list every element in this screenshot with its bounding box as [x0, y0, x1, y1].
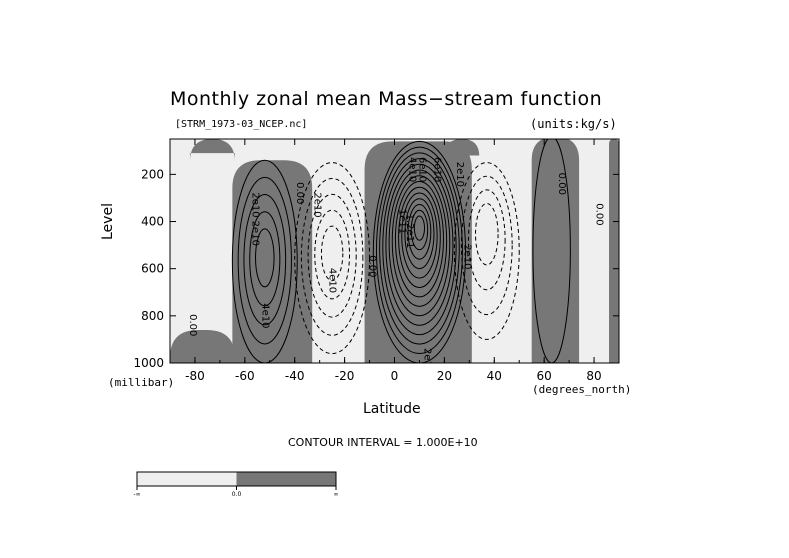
x-axis-label: Latitude [363, 401, 421, 417]
contour-label: 0.00 [594, 203, 605, 225]
contour-label: 6e10 [431, 157, 442, 182]
contour-label: 1e11 [396, 209, 407, 234]
y-tick-label: 600 [141, 262, 164, 276]
contour-line-cell-3 [475, 202, 499, 266]
contour-label: 4e10 [406, 157, 417, 182]
x-tick-label: 0 [391, 369, 399, 383]
x-tick-label: -80 [185, 369, 205, 383]
contour-line-cell-2 [398, 186, 441, 288]
contour-label: 2e10 [312, 192, 323, 217]
x-tick-label: 60 [537, 369, 552, 383]
colorbar-label: -∞ [133, 491, 140, 498]
contour-line-cell-0 [249, 211, 281, 307]
colorbar-negative-swatch [137, 472, 237, 486]
contour-label: 2e10 [461, 244, 472, 269]
contour-line-cell-1 [314, 209, 351, 300]
y-tick-label: 800 [141, 309, 164, 323]
contour-label: 2e10 [421, 348, 432, 373]
contour-label: 6e10 [416, 157, 427, 182]
colorbar: -∞ 0.0 ∞ [133, 471, 339, 498]
positive-region-south-top [189, 139, 235, 162]
contour-label: 0.00 [187, 314, 198, 336]
contour-line-cell-1 [307, 193, 357, 318]
contour-line-cell-0 [231, 159, 298, 363]
contour-line-cell-1 [300, 177, 364, 336]
contour-label: 2e10 [454, 162, 465, 187]
colorbar-label: 0.0 [232, 491, 242, 498]
positive-region-4 [531, 139, 580, 363]
contour-line-cell-2 [388, 169, 451, 317]
contour-label: 1.2e11 [404, 214, 415, 249]
contour-interval-text: CONTOUR INTERVAL = 1.000E+10 [288, 436, 478, 449]
x-tick-label: -60 [235, 369, 255, 383]
contour-line-cell-2 [375, 146, 463, 355]
contour-label: 4e10 [327, 268, 338, 293]
x-tick-label: 80 [586, 369, 601, 383]
contour-label: 0.00 [294, 182, 305, 204]
contour-line-cell-2 [407, 203, 432, 260]
y-axis-unit: (millibar) [108, 376, 175, 389]
contour-line-cell-2 [379, 152, 460, 345]
contour-line-cell-2 [382, 158, 457, 336]
x-axis-unit: (degrees_north) [532, 383, 632, 396]
contour-line-cell-2 [401, 192, 438, 279]
contour-line-cell-3 [467, 189, 506, 291]
file-label: [STRM_1973-03_NCEP.nc] [175, 119, 308, 130]
x-tick-label: 20 [437, 369, 452, 383]
colorbar-label: ∞ [334, 491, 339, 498]
contour-line-cell-2 [394, 181, 444, 298]
contour-label: 2e10 [249, 221, 260, 246]
contour-line-cell-2 [385, 163, 454, 326]
contour-line-cell-2 [391, 175, 448, 307]
positive-region-2 [364, 141, 472, 363]
contour-line-cell-2 [404, 198, 435, 270]
positive-region-north-edge [609, 139, 619, 363]
axis-ticks: -80 -60 -40 -20 0 20 40 60 80 200 400 600 800 1000 [133, 139, 620, 383]
contour-line-cell-0 [255, 228, 275, 288]
contour-label: 2e10 [249, 192, 260, 217]
y-tick-label: 1000 [133, 356, 164, 370]
contour-line-cell-1 [320, 225, 344, 282]
positive-region-south-edge [170, 329, 235, 363]
contour-line-cell-0 [243, 194, 287, 326]
chart-title: Monthly zonal mean Mass−stream function [170, 88, 603, 110]
x-tick-label: 40 [487, 369, 502, 383]
contour-label: 0.00 [367, 255, 378, 277]
contour-label: 0.00 [556, 173, 567, 195]
contour-line-cell-1 [294, 162, 371, 355]
positive-region-tropic-top [444, 139, 480, 157]
y-tick-label: 200 [141, 167, 164, 181]
colorbar-positive-swatch [236, 472, 336, 486]
contour-line-cell-2 [410, 209, 429, 251]
contour-label: 4e10 [259, 303, 270, 328]
x-tick-label: -40 [285, 369, 305, 383]
contour-line-cell-3 [460, 175, 513, 316]
y-tick-label: 400 [141, 215, 164, 229]
contour-line-cell-4 [532, 139, 571, 363]
contour-line-cell-0 [237, 176, 292, 345]
contour-line-cell-3 [453, 162, 520, 340]
units-label: (units:kg/s) [530, 117, 617, 131]
x-tick-label: -20 [335, 369, 355, 383]
contour-line-cell-2 [413, 215, 426, 241]
